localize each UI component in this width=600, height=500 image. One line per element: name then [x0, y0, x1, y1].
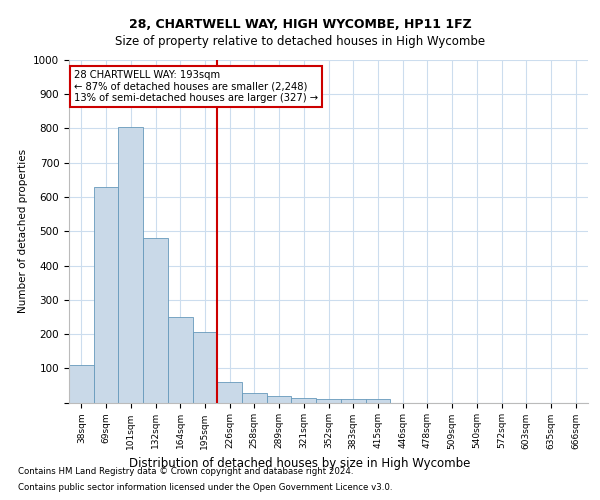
Bar	[242, 394, 267, 402]
Bar	[94, 186, 118, 402]
Bar	[69, 365, 94, 403]
Bar	[143, 238, 168, 402]
Y-axis label: Number of detached properties: Number of detached properties	[17, 149, 28, 314]
Bar	[365, 399, 390, 402]
Text: 28 CHARTWELL WAY: 193sqm
← 87% of detached houses are smaller (2,248)
13% of sem: 28 CHARTWELL WAY: 193sqm ← 87% of detach…	[74, 70, 319, 104]
Bar	[217, 382, 242, 402]
Bar	[193, 332, 217, 402]
Bar	[341, 399, 365, 402]
Bar	[292, 398, 316, 402]
Text: Distribution of detached houses by size in High Wycombe: Distribution of detached houses by size …	[130, 458, 470, 470]
Text: Contains HM Land Registry data © Crown copyright and database right 2024.: Contains HM Land Registry data © Crown c…	[18, 467, 353, 476]
Bar	[118, 127, 143, 402]
Bar	[168, 317, 193, 402]
Bar	[267, 396, 292, 402]
Text: Contains public sector information licensed under the Open Government Licence v3: Contains public sector information licen…	[18, 484, 392, 492]
Bar	[316, 399, 341, 402]
Text: 28, CHARTWELL WAY, HIGH WYCOMBE, HP11 1FZ: 28, CHARTWELL WAY, HIGH WYCOMBE, HP11 1F…	[128, 18, 472, 30]
Text: Size of property relative to detached houses in High Wycombe: Size of property relative to detached ho…	[115, 35, 485, 48]
